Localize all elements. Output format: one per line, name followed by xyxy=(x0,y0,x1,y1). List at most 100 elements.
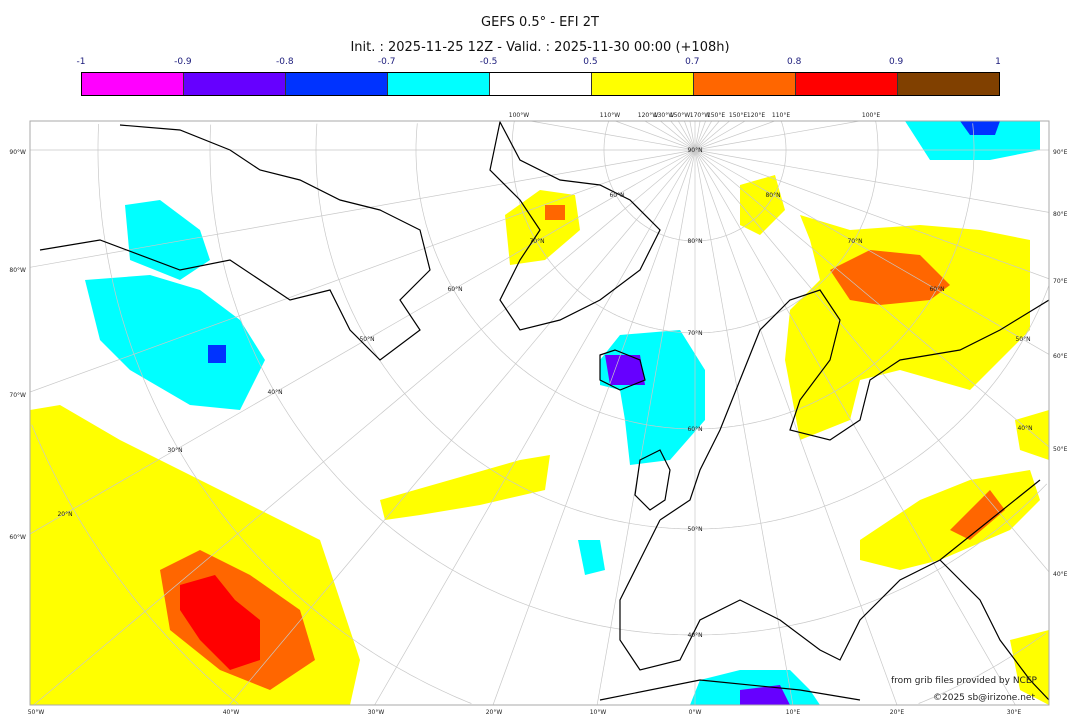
colorbar-segment xyxy=(898,73,999,95)
axis-label: 90°W xyxy=(9,149,26,156)
meridian-line xyxy=(694,149,1049,280)
axis-label: 60°E xyxy=(1053,353,1068,360)
latitude-circle xyxy=(511,121,879,334)
axis-label: 80°N xyxy=(765,192,780,199)
colorbar-tick-label: -0.8 xyxy=(275,57,294,67)
axis-label: 110°W xyxy=(600,112,620,119)
meridian-line xyxy=(694,121,720,151)
meridian-line xyxy=(670,121,696,151)
axis-label: 150°E xyxy=(707,112,725,119)
coastlines xyxy=(39,121,1049,701)
latitude-circle xyxy=(31,424,239,705)
meridian-line xyxy=(694,149,1049,355)
axis-label: 50°N xyxy=(687,526,702,533)
efi-region xyxy=(740,685,790,705)
axis-label: 60°N xyxy=(687,426,702,433)
meridian-line xyxy=(229,149,696,705)
axis-label: 0°W xyxy=(689,709,702,716)
map-title: GEFS 0.5° - EFI 2T xyxy=(481,15,599,30)
efi-region xyxy=(545,205,565,220)
axis-label: 40°N xyxy=(1017,425,1032,432)
meridian-line xyxy=(33,149,696,705)
meridian-line xyxy=(694,121,860,151)
colorbar-tick-label: 0.9 xyxy=(888,57,904,67)
axis-label: 40°E xyxy=(1053,571,1068,578)
axis-label: 100°W xyxy=(509,112,529,119)
axis-label: 30°W xyxy=(368,709,385,716)
axis-label: 150°E xyxy=(729,112,747,119)
colorbar-segment xyxy=(694,73,796,95)
meridian-line xyxy=(694,149,1049,573)
efi-region xyxy=(740,175,785,235)
map-frame xyxy=(29,120,1050,706)
colorbar-tick-label: 1 xyxy=(995,57,1001,67)
latitude-circle xyxy=(209,124,1048,636)
axis-label: 50°E xyxy=(1053,446,1068,453)
axis-label: 10°E xyxy=(786,709,801,716)
axis-label: 80°E xyxy=(1053,211,1068,218)
colorbar-tick-label: 0.8 xyxy=(787,57,802,67)
efi-region xyxy=(1015,410,1049,460)
latitude-circle xyxy=(603,121,787,242)
axis-label: 50°N xyxy=(1015,336,1030,343)
meridian-line xyxy=(694,121,713,151)
graticule xyxy=(30,121,1049,705)
efi-region xyxy=(380,455,550,520)
axis-label: 130°W xyxy=(654,112,674,119)
axis-label: 50°W xyxy=(28,709,45,716)
axis-label: 10°W xyxy=(590,709,607,716)
colorbar-segment xyxy=(490,73,592,95)
meridian-line xyxy=(644,121,696,151)
efi-region xyxy=(208,345,226,363)
colorbar-tick-label: 0.5 xyxy=(583,57,598,67)
efi-region xyxy=(180,575,260,670)
efi-region xyxy=(960,121,1000,135)
axis-label: 20°W xyxy=(486,709,503,716)
axis-label: 90°E xyxy=(1053,149,1068,156)
axis-label: 50°N xyxy=(359,336,374,343)
axis-labels: 90°W 80°W 70°W 60°W 90°E 80°E 70°E 60°E 50°E 40°E… xyxy=(9,112,1067,716)
meridian-line xyxy=(30,149,696,393)
colorbar-segment xyxy=(184,73,286,95)
latitude-circle xyxy=(97,123,1047,704)
axis-label: 70°E xyxy=(1053,278,1068,285)
meridian-line xyxy=(694,149,898,705)
efi-region xyxy=(830,250,950,305)
colorbar-tick-label: -1 xyxy=(76,57,86,67)
meridian-line xyxy=(596,149,696,705)
axis-label: 70°W xyxy=(9,392,26,399)
axis-label: 60°N xyxy=(447,286,462,293)
axis-label: 80°W xyxy=(9,267,26,274)
axis-label: 20°E xyxy=(890,709,905,716)
axis-label: 60°N xyxy=(929,286,944,293)
meridian-line xyxy=(694,149,794,705)
meridian-line xyxy=(694,121,701,151)
axis-label: 20°N xyxy=(57,511,72,518)
axis-label: 70°N xyxy=(687,330,702,337)
efi-region xyxy=(690,670,820,705)
axis-label: 70°N xyxy=(529,238,544,245)
axis-label: 40°N xyxy=(267,389,282,396)
efi-region xyxy=(85,275,265,410)
efi-region xyxy=(950,490,1005,540)
meridian-line xyxy=(694,121,746,151)
axis-label: 90°N xyxy=(687,147,702,154)
axis-label: 170°W xyxy=(690,112,710,119)
axis-label: 110°E xyxy=(772,112,790,119)
meridian-line xyxy=(660,121,696,151)
meridian-line xyxy=(694,149,1016,705)
latitude-circle xyxy=(315,123,1049,530)
efi-region xyxy=(1010,630,1049,705)
axis-label: 100°E xyxy=(862,112,880,119)
colorbar-segment xyxy=(796,73,898,95)
meridian-line xyxy=(530,121,696,151)
axis-label: 40°W xyxy=(223,709,240,716)
meridian-line xyxy=(677,121,696,151)
axis-label: 80°N xyxy=(687,238,702,245)
colorbar xyxy=(81,72,1000,96)
axis-label: 30°E xyxy=(1007,709,1022,716)
axis-label: 120°W xyxy=(638,112,658,119)
colorbar-segment xyxy=(388,73,490,95)
axis-label: 30°N xyxy=(167,447,182,454)
